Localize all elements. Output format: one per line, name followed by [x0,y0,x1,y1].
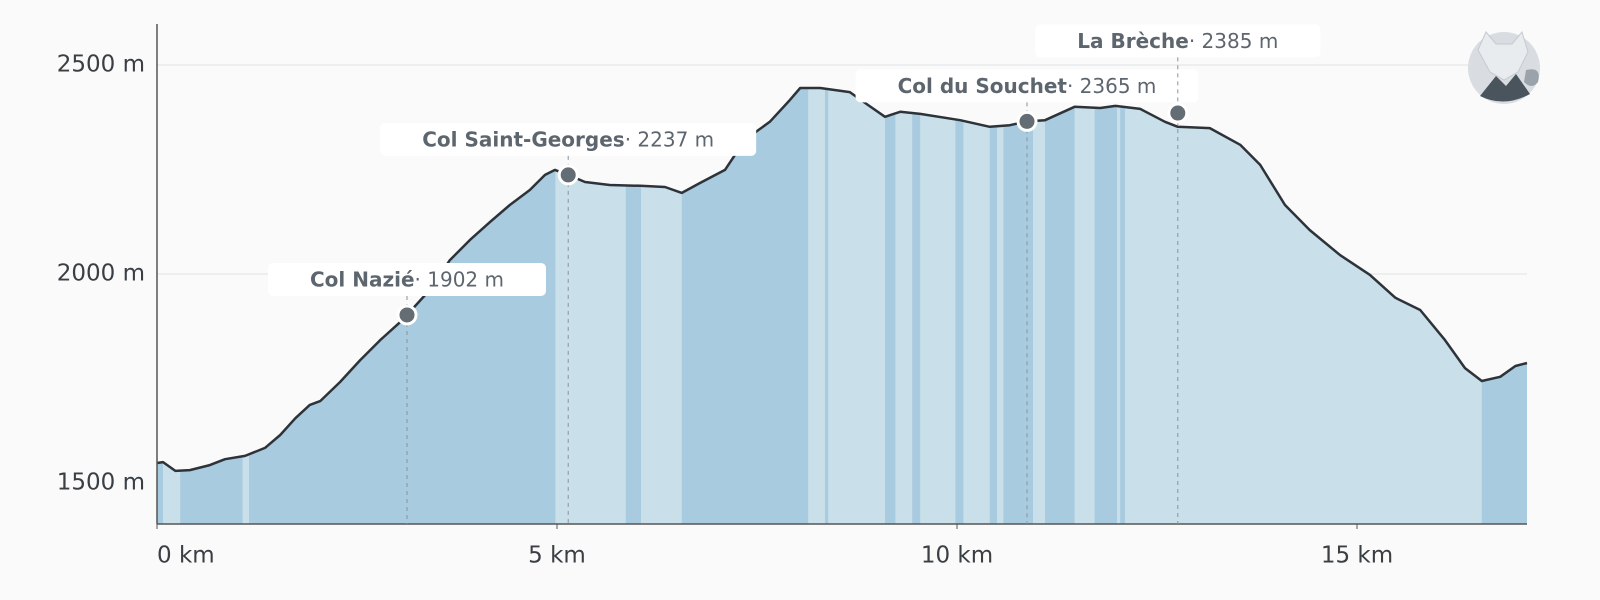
logo [1468,30,1540,104]
annotation-label: Col Saint-Georges· 2237 m [422,127,714,151]
x-tick-label: 15 km [1321,543,1393,569]
x-tick-label: 0 km [157,543,215,569]
annotation-name: Col du Souchet [898,73,1068,97]
annotation-name: La Brèche [1077,28,1189,52]
shaded-range [1094,88,1117,524]
annotation-value: · 1902 m [415,267,504,291]
shaded-range [989,88,997,524]
annotation-value: · 2237 m [625,127,714,151]
annotation: Col Nazié· 1902 m [268,262,546,524]
annotations: Col Nazié· 1902 m Col Saint-Georges· 2237… [268,24,1321,524]
logo-fox [1477,30,1529,81]
annotation-box [1035,24,1321,58]
elevation-line [156,86,1528,473]
annotation-label: Col Nazié· 1902 m [310,267,504,291]
annotation-box [268,262,546,296]
annotation-label: Col du Souchet· 2365 m [898,73,1157,97]
x-tick-label: 5 km [528,543,586,569]
shaded-range [955,88,964,524]
annotation-marker [1167,102,1189,124]
y-tick-label: 1500 m [57,470,145,496]
annotation-marker [396,304,418,326]
annotation: La Brèche· 2385 m [1035,24,1321,524]
shaded-range [1003,88,1033,524]
annotation: Col du Souchet· 2365 m [855,69,1199,524]
annotation-value: · 2385 m [1189,28,1278,52]
annotation-name: Col Nazié [310,267,415,291]
annotation-box [380,122,757,156]
annotation-marker [1016,110,1038,132]
shaded-range [1120,88,1125,524]
shaded-range [825,88,829,524]
shaded-range [1045,88,1075,524]
y-tick-label: 2000 m [57,261,145,287]
x-tick-label: 10 km [921,543,993,569]
annotation-label: La Brèche· 2385 m [1077,28,1278,52]
logo-mountain [1480,74,1530,102]
shaded-range [885,88,896,524]
annotation-name: Col Saint-Georges [422,127,624,151]
y-tick-label: 2500 m [57,51,145,77]
annotation-value: · 2365 m [1067,73,1156,97]
annotation-marker [557,164,579,186]
shaded-range [625,88,641,524]
logo-tail [1524,69,1539,86]
annotation-box [855,69,1199,103]
annotation: Col Saint-Georges· 2237 m [380,122,757,524]
shaded-range [912,88,921,524]
axes [156,24,1527,525]
